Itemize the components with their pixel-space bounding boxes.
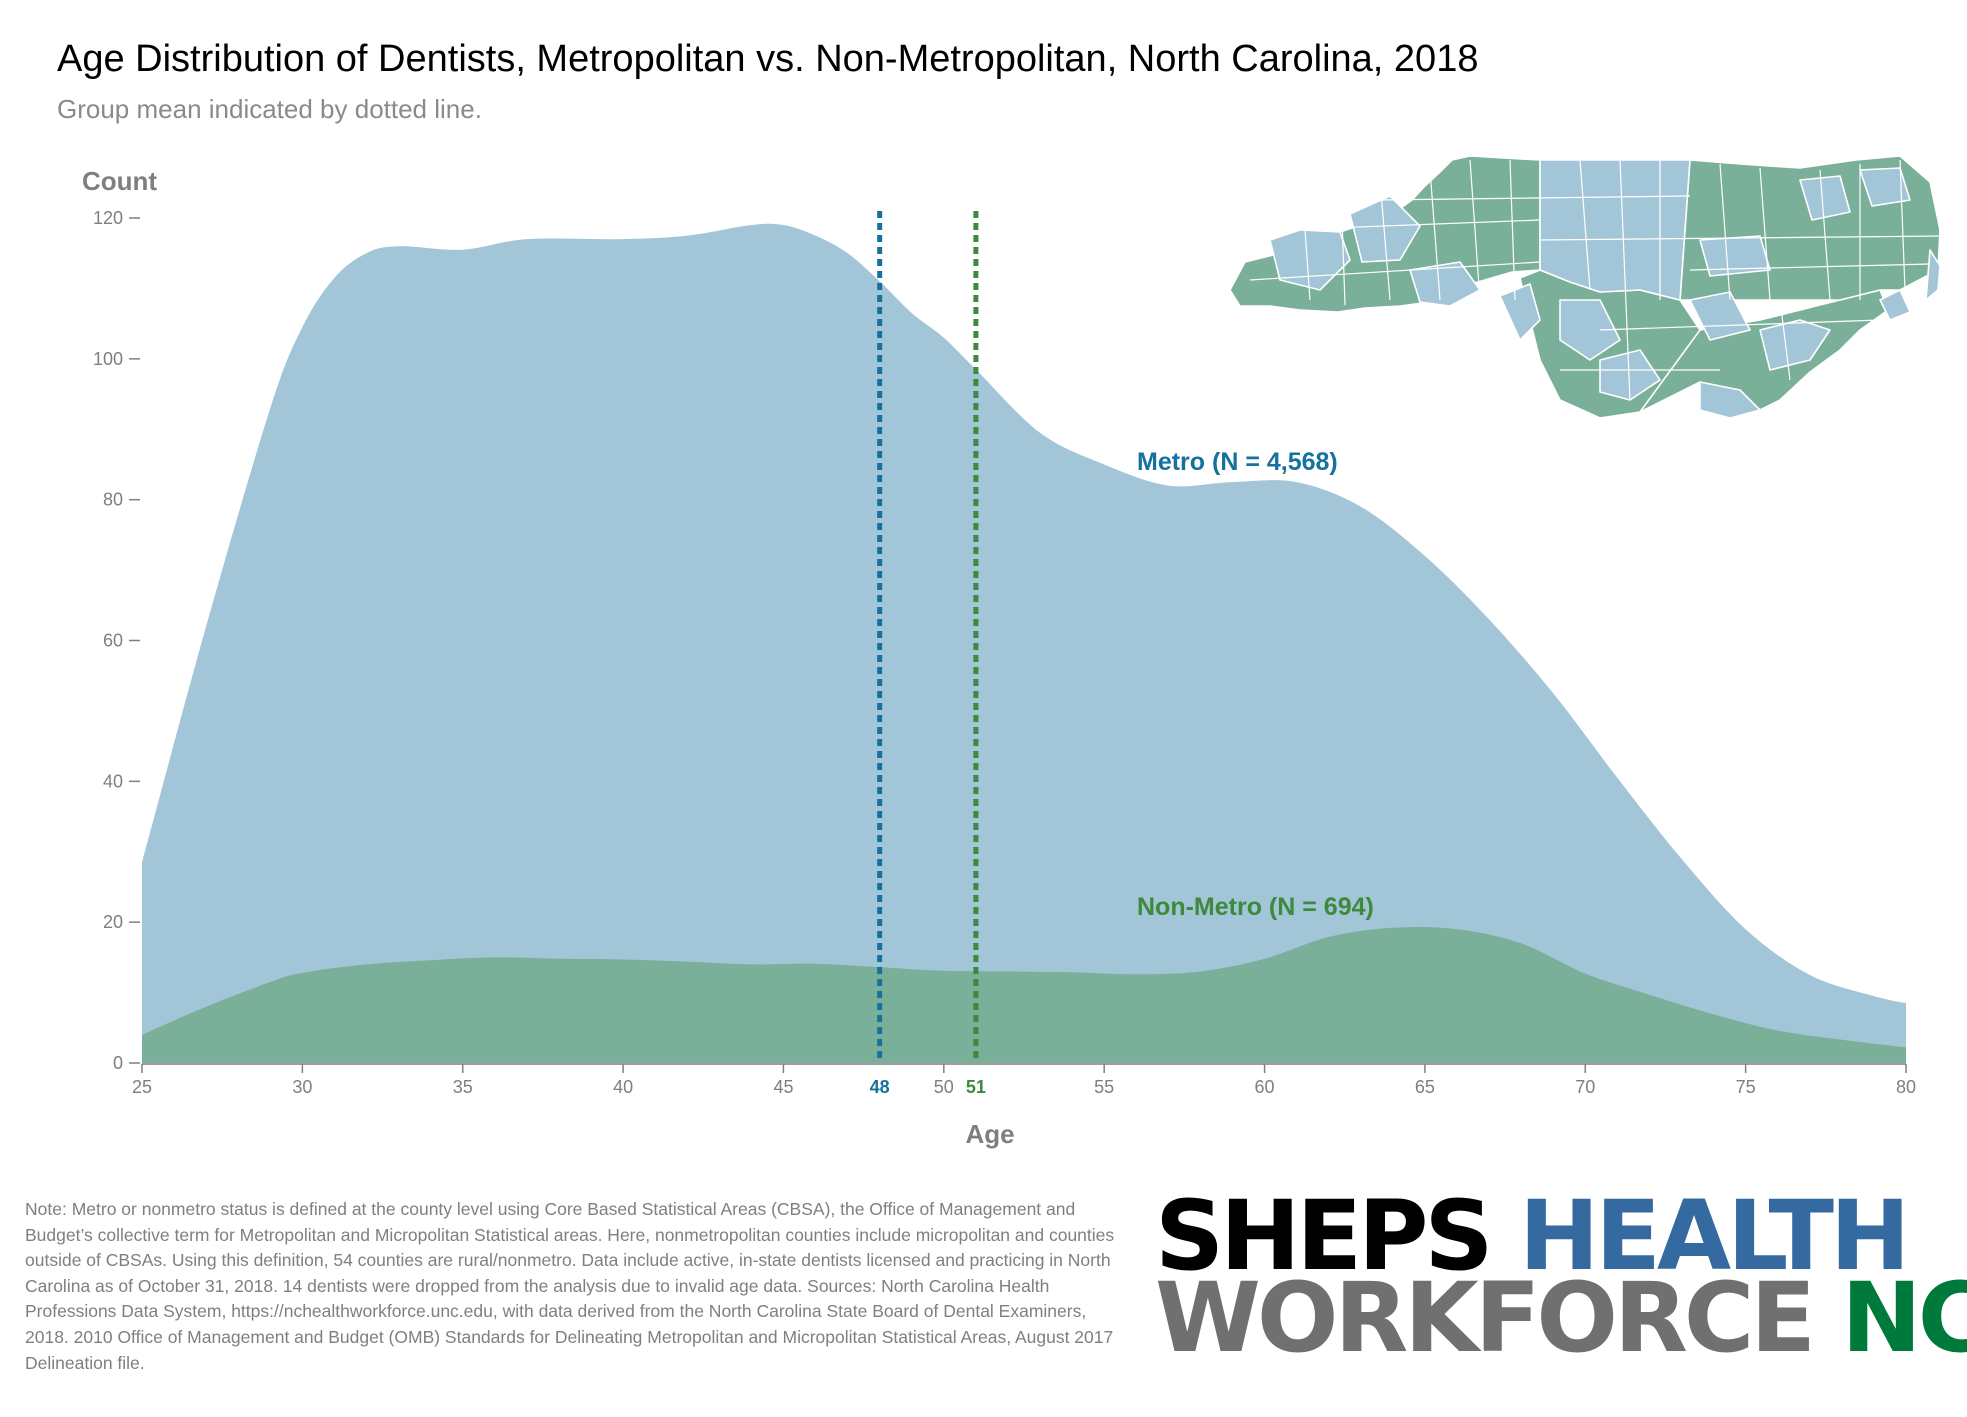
area-chart: 0 20 40 60 80 100 120 Count 25 30 35 40 45 50 55 60 65 70…	[82, 155, 1941, 1149]
x-tick-label: 35	[453, 1077, 473, 1097]
y-tick-label: 80	[103, 490, 123, 510]
y-tick-label: 60	[103, 631, 123, 651]
y-axis-label: Count	[82, 166, 157, 196]
x-tick-label: 65	[1415, 1077, 1435, 1097]
logo-word-health: HEALTH	[1518, 1180, 1910, 1292]
y-tick-label: 40	[103, 771, 123, 791]
north-carolina-county-map	[1229, 155, 1941, 419]
x-tick-label: 75	[1736, 1077, 1756, 1097]
metro-mean-label: 48	[870, 1077, 890, 1097]
logo-word-nc: NC	[1841, 1262, 1967, 1374]
x-tick-label: 45	[773, 1077, 793, 1097]
sheps-health-workforce-nc-logo: SHEPS HEALTH WORKFORCE NC	[1155, 1188, 1967, 1366]
x-axis-label: Age	[965, 1119, 1014, 1149]
x-tick-label: 60	[1255, 1077, 1275, 1097]
y-tick-label: 20	[103, 912, 123, 932]
chart-title: Age Distribution of Dentists, Metropolit…	[57, 38, 1479, 80]
x-tick-label: 50	[934, 1077, 954, 1097]
metro-area	[142, 223, 1906, 1064]
nonmetro-mean-label: 51	[966, 1077, 986, 1097]
x-tick-label: 40	[613, 1077, 633, 1097]
x-tick-label: 70	[1575, 1077, 1595, 1097]
footnote: Note: Metro or nonmetro status is define…	[25, 1199, 1115, 1373]
y-tick-label: 0	[113, 1053, 123, 1073]
logo-word-sheps: SHEPS	[1155, 1180, 1494, 1292]
x-tick-label: 80	[1896, 1077, 1916, 1097]
nonmetro-series-label: Non-Metro (N = 694)	[1137, 893, 1374, 921]
chart-subtitle: Group mean indicated by dotted line.	[57, 94, 482, 124]
nonmetro-area	[142, 926, 1906, 1063]
x-tick-label: 55	[1094, 1077, 1114, 1097]
logo-word-workforce: WORKFORCE	[1155, 1262, 1816, 1374]
x-tick-label: 30	[292, 1077, 312, 1097]
x-tick-label: 25	[132, 1077, 152, 1097]
y-tick-label: 100	[93, 349, 123, 369]
metro-series-label: Metro (N = 4,568)	[1137, 448, 1338, 476]
y-tick-label: 120	[93, 208, 123, 228]
